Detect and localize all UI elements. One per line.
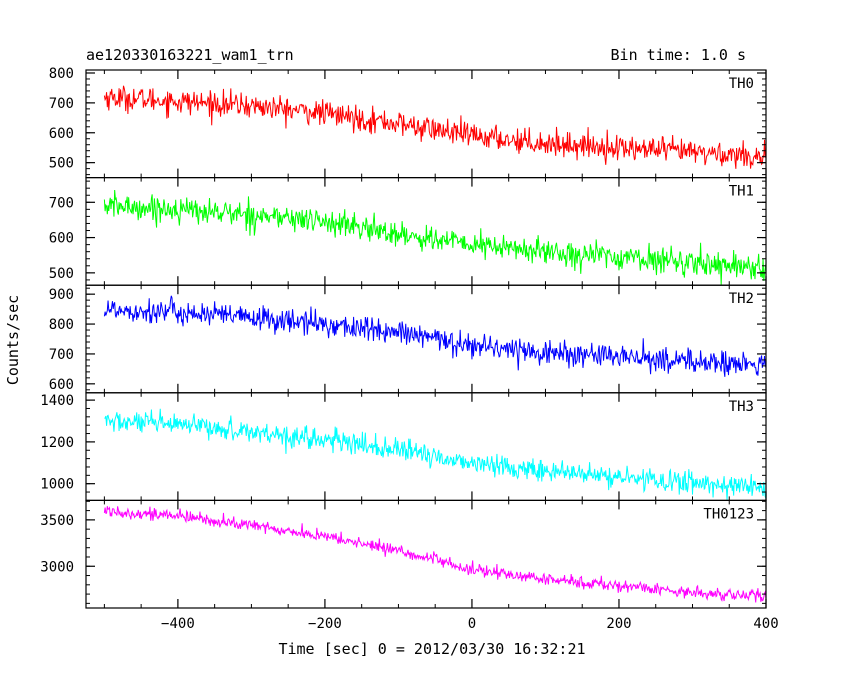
panel-name-label: TH0 bbox=[729, 76, 754, 92]
y-tick-label: 800 bbox=[49, 66, 74, 82]
y-tick-label: 700 bbox=[49, 96, 74, 112]
x-tick-label: 400 bbox=[753, 616, 778, 632]
x-axis: −400 −200 0 200 400 bbox=[161, 616, 779, 632]
panel-th0: 500 600 700 800 TH0 bbox=[49, 66, 767, 179]
panel-name-label: TH0123 bbox=[703, 506, 754, 522]
y-tick-label: 700 bbox=[49, 347, 74, 363]
panel-frame bbox=[85, 284, 767, 394]
y-axis-label: Counts/sec bbox=[4, 295, 22, 385]
series-line-th1 bbox=[103, 189, 766, 285]
y-tick-label: 700 bbox=[49, 195, 74, 211]
panel-th2: 600 700 800 900 TH2 bbox=[49, 284, 767, 394]
chart-title: ae120330163221_wam1_trn bbox=[86, 46, 294, 64]
series-line-th0123 bbox=[103, 506, 766, 603]
y-tick-label: 1400 bbox=[40, 393, 74, 409]
y-tick-label: 600 bbox=[49, 126, 74, 142]
x-tick-label: 0 bbox=[468, 616, 476, 632]
y-tick-label: 500 bbox=[49, 156, 74, 172]
series-line-th3 bbox=[104, 408, 766, 501]
x-tick-label: −200 bbox=[308, 616, 342, 632]
y-tick-label: 600 bbox=[49, 231, 74, 247]
panel-name-label: TH3 bbox=[729, 399, 754, 415]
panel-th0123: 3000 3500 TH0123 bbox=[40, 499, 767, 609]
x-tick-label: −400 bbox=[161, 616, 195, 632]
y-tick-label: 600 bbox=[49, 377, 74, 393]
bin-time-label: Bin time: 1.0 s bbox=[611, 46, 746, 64]
series-line-th0 bbox=[103, 85, 766, 169]
panels: 500 600 700 800 TH0 500 600 700 TH1 600 700 800 900 T… bbox=[40, 66, 767, 609]
y-tick-label: 800 bbox=[49, 317, 74, 333]
panel-th3: 1000 1200 1400 TH3 bbox=[40, 392, 767, 501]
x-tick-label: 200 bbox=[606, 616, 631, 632]
y-tick-label: 1000 bbox=[40, 477, 74, 493]
y-tick-label: 500 bbox=[49, 266, 74, 282]
panel-name-label: TH1 bbox=[729, 184, 754, 200]
panel-th1: 500 600 700 TH1 bbox=[49, 177, 767, 286]
y-tick-label: 3500 bbox=[40, 513, 74, 529]
y-tick-label: 900 bbox=[49, 287, 74, 303]
panel-name-label: TH2 bbox=[729, 291, 754, 307]
x-axis-label: Time [sec] 0 = 2012/03/30 16:32:21 bbox=[278, 640, 585, 658]
y-tick-label: 1200 bbox=[40, 435, 74, 451]
y-tick-label: 3000 bbox=[40, 559, 74, 575]
series-line-th2 bbox=[103, 295, 766, 377]
panel-frame bbox=[85, 499, 767, 609]
